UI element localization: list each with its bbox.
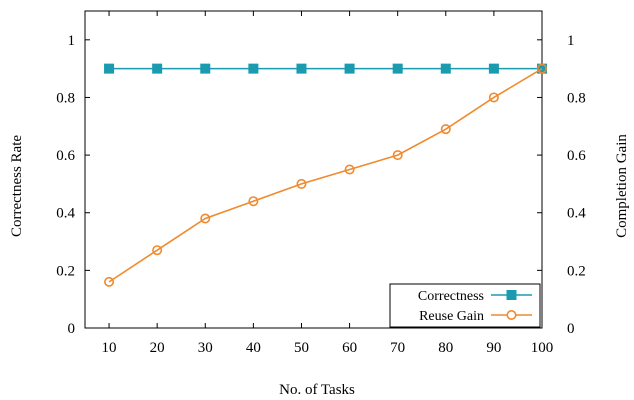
data-point-correctness <box>200 63 211 74</box>
data-point-correctness <box>152 63 163 74</box>
y-tick-label-right: 0.2 <box>567 263 586 279</box>
y-tick-label-left: 0.4 <box>56 206 75 222</box>
data-point-correctness <box>296 63 307 74</box>
plot-area <box>84 10 543 329</box>
legend-label-reuse-gain: Reuse Gain <box>419 309 484 324</box>
x-tick-label: 60 <box>342 340 357 356</box>
data-point-correctness <box>440 63 451 74</box>
data-point-reuse-gain <box>296 178 307 189</box>
legend-marker-reuse-gain <box>506 309 517 320</box>
y-axis-right-title: Completion Gain <box>614 134 630 238</box>
data-point-reuse-gain <box>488 92 499 103</box>
series-layer <box>104 63 547 287</box>
legend-marker-correctness <box>506 290 517 300</box>
x-tick-label: 50 <box>294 340 309 356</box>
y-tick-label-right: 0 <box>567 321 575 337</box>
y-tick-label-right: 1 <box>567 33 575 49</box>
data-point-reuse-gain <box>248 196 259 207</box>
legend: Correctness Reuse Gain <box>389 283 541 328</box>
data-point-reuse-gain <box>344 164 355 175</box>
series-correctness <box>104 63 547 74</box>
y-axis-left: 0 0.2 0.4 0.6 0.8 1 <box>56 33 90 337</box>
legend-symbols <box>491 290 532 320</box>
x-tick-label: 30 <box>198 340 213 356</box>
data-point-reuse-gain <box>440 124 451 135</box>
y-axis-left-title: Correctness Rate <box>9 135 25 237</box>
y-tick-label-left: 0.2 <box>56 263 75 279</box>
y-tick-label-left: 0 <box>68 321 76 337</box>
data-point-correctness <box>392 63 403 74</box>
y-tick-label-right: 0.8 <box>567 90 586 106</box>
legend-label-correctness: Correctness <box>418 289 484 304</box>
data-point-reuse-gain <box>392 150 403 161</box>
x-tick-label: 100 <box>531 340 554 356</box>
series-line-reuse-gain <box>108 67 543 283</box>
y-axis-right: 0 0.2 0.4 0.6 0.8 1 <box>537 33 586 337</box>
x-tick-label: 80 <box>438 340 453 356</box>
series-reuse-gain <box>104 63 547 287</box>
x-tick-label: 70 <box>390 340 405 356</box>
y-tick-label-left: 0.8 <box>56 90 75 106</box>
y-tick-label-right: 0.4 <box>567 206 586 222</box>
data-point-reuse-gain <box>104 276 115 287</box>
data-point-correctness <box>104 63 115 74</box>
x-tick-label: 20 <box>150 340 165 356</box>
data-point-correctness <box>248 63 259 74</box>
data-point-reuse-gain <box>152 245 163 256</box>
x-tick-label: 10 <box>102 340 117 356</box>
x-tick-label: 40 <box>246 340 261 356</box>
x-tick-label: 90 <box>486 340 501 356</box>
data-point-reuse-gain <box>200 213 211 224</box>
data-point-reuse-gain <box>536 63 547 74</box>
data-point-correctness <box>344 63 355 74</box>
x-axis-title: No. of Tasks <box>279 382 355 398</box>
plot-border <box>84 10 543 329</box>
y-tick-label-left: 1 <box>68 33 76 49</box>
y-tick-label-left: 0.6 <box>56 148 75 164</box>
y-tick-label-right: 0.6 <box>567 148 586 164</box>
data-point-correctness <box>488 63 499 74</box>
